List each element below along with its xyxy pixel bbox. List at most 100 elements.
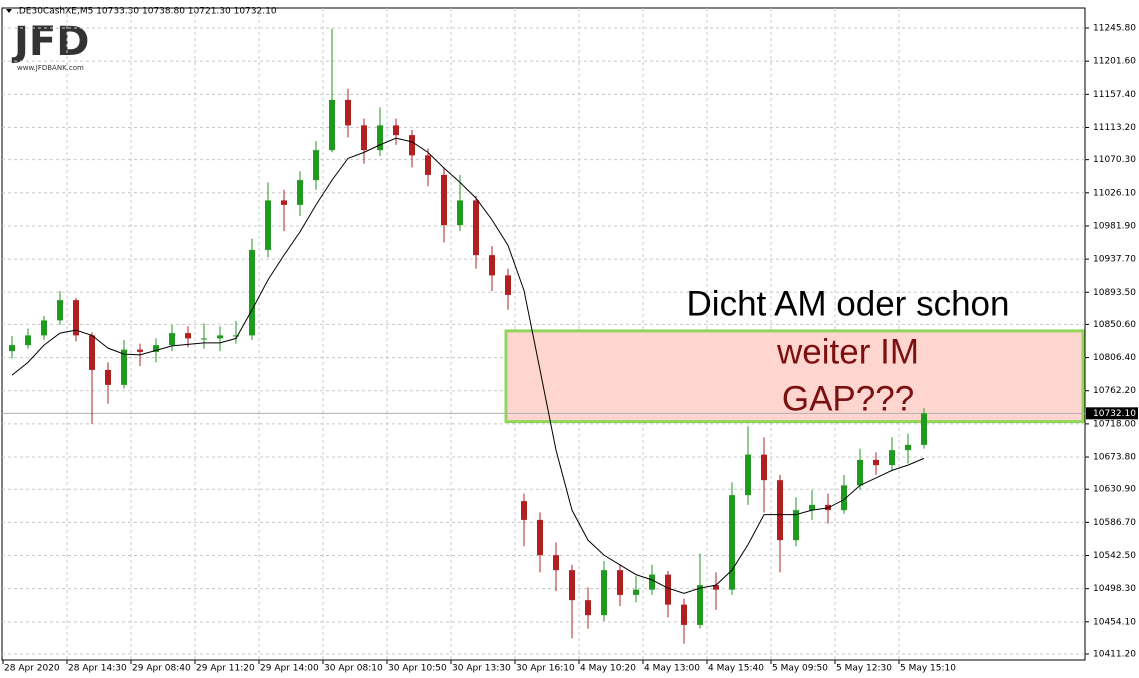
candle-body — [281, 200, 287, 205]
y-tick-label: 10498.30 — [1093, 584, 1136, 594]
current-price-label: 10732.10 — [1093, 409, 1136, 419]
candle-body — [617, 570, 623, 595]
x-tick-label: 28 Apr 14:30 — [68, 664, 127, 674]
y-tick-label: 10586.70 — [1093, 518, 1136, 528]
candle-body — [553, 555, 559, 571]
x-tick-label: 4 May 15:40 — [708, 664, 764, 674]
candle-body — [905, 444, 911, 451]
candle-body — [185, 333, 191, 339]
logo-url: www.JFDBANK.com — [17, 64, 84, 72]
candle-body — [57, 300, 63, 321]
y-tick-label: 10762.20 — [1093, 386, 1136, 396]
menu-arrow[interactable] — [6, 9, 12, 13]
candle-body — [297, 180, 303, 205]
candle-body — [697, 585, 703, 625]
candle-body — [601, 570, 607, 616]
y-tick-label: 10673.80 — [1093, 453, 1136, 463]
y-tick-label: 11201.60 — [1093, 57, 1136, 67]
annotation: weiter IM — [776, 332, 919, 371]
x-tick-label: 5 May 12:30 — [836, 664, 892, 674]
candle-body — [889, 450, 895, 466]
candle-body — [137, 349, 143, 352]
x-tick-label: 29 Apr 14:00 — [260, 664, 319, 674]
x-tick-label: 5 May 15:10 — [900, 664, 956, 674]
x-tick-label: 28 Apr 2020 — [4, 664, 60, 674]
candle-body — [921, 413, 927, 445]
annotation: GAP??? — [782, 379, 914, 418]
x-tick-label: 29 Apr 11:20 — [196, 664, 255, 674]
current-price-box — [1086, 407, 1138, 420]
annotation: Dicht AM oder schon — [687, 284, 1010, 323]
candle-body — [761, 454, 767, 481]
candle-body — [249, 249, 255, 336]
candle-body — [41, 320, 47, 336]
candle-body — [569, 570, 575, 601]
moving-average — [11, 137, 925, 594]
candle-body — [121, 349, 127, 385]
candle-body — [425, 155, 431, 175]
candle-body — [201, 338, 207, 340]
y-tick-label: 11026.10 — [1093, 188, 1136, 198]
candle-body — [105, 369, 111, 385]
candle-body — [521, 501, 527, 520]
candle-body — [473, 200, 479, 256]
candle-body — [777, 480, 783, 541]
header: .DE30CashXE,M5 10733.30 10738.80 10721.3… — [16, 7, 277, 17]
candle-body — [89, 335, 95, 370]
x-tick-label: 30 Apr 08:10 — [324, 664, 383, 674]
candle-body — [489, 255, 495, 276]
candle-body — [329, 99, 335, 151]
x-tick-label: 30 Apr 13:30 — [452, 664, 511, 674]
gap-zone — [504, 329, 1085, 424]
candle-body — [841, 485, 847, 511]
x-tick-label: 4 May 13:00 — [644, 664, 700, 674]
candle-body — [537, 519, 543, 556]
y-tick-label: 10630.90 — [1093, 485, 1136, 495]
candle-body — [457, 200, 463, 226]
y-tick-label: 10893.50 — [1093, 288, 1136, 298]
candle-body — [393, 125, 399, 136]
logo: JFD — [11, 19, 89, 65]
x-tick-label: 30 Apr 16:10 — [516, 664, 575, 674]
y-tick-label: 11157.40 — [1093, 90, 1136, 100]
candle-body — [409, 135, 415, 156]
candle-body — [265, 200, 271, 250]
y-tick-label: 11245.80 — [1093, 24, 1136, 34]
candle-body — [233, 335, 239, 337]
y-tick-label: 11113.20 — [1093, 123, 1136, 133]
y-tick-label: 10850.60 — [1093, 320, 1136, 330]
y-tick-label: 10981.90 — [1093, 221, 1136, 231]
candle-body — [25, 335, 31, 346]
y-tick-label: 11070.30 — [1093, 155, 1136, 165]
candle-body — [809, 504, 815, 511]
x-tick-label: 4 May 10:20 — [580, 664, 636, 674]
candle-body — [713, 585, 719, 590]
candle-body — [745, 454, 751, 496]
x-tick-label: 30 Apr 10:50 — [388, 664, 447, 674]
candle-body — [633, 589, 639, 595]
y-tick-label: 10937.70 — [1093, 255, 1136, 265]
candle-body — [345, 99, 351, 126]
y-tick-label: 10411.20 — [1093, 649, 1136, 659]
y-tick-label: 10806.40 — [1093, 353, 1136, 363]
candle-body — [313, 150, 319, 181]
y-tick-label: 10454.10 — [1093, 617, 1136, 627]
candle-body — [217, 335, 223, 339]
candle-body — [681, 604, 687, 625]
x-tick-label: 29 Apr 08:40 — [132, 664, 191, 674]
x-tick-label: 5 May 09:50 — [772, 664, 828, 674]
plot-frame — [1, 7, 1086, 661]
candle-body — [793, 510, 799, 541]
candle-body — [361, 125, 367, 151]
candle-body — [73, 300, 79, 336]
y-tick-label: 10718.00 — [1093, 419, 1136, 429]
candle-body — [505, 275, 511, 295]
candle-body — [9, 345, 15, 352]
y-tick-label: 10542.50 — [1093, 551, 1136, 561]
candle-body — [169, 333, 175, 346]
candle-body — [665, 574, 671, 605]
candle-body — [441, 174, 447, 226]
candle-body — [649, 574, 655, 590]
candle-body — [585, 600, 591, 616]
